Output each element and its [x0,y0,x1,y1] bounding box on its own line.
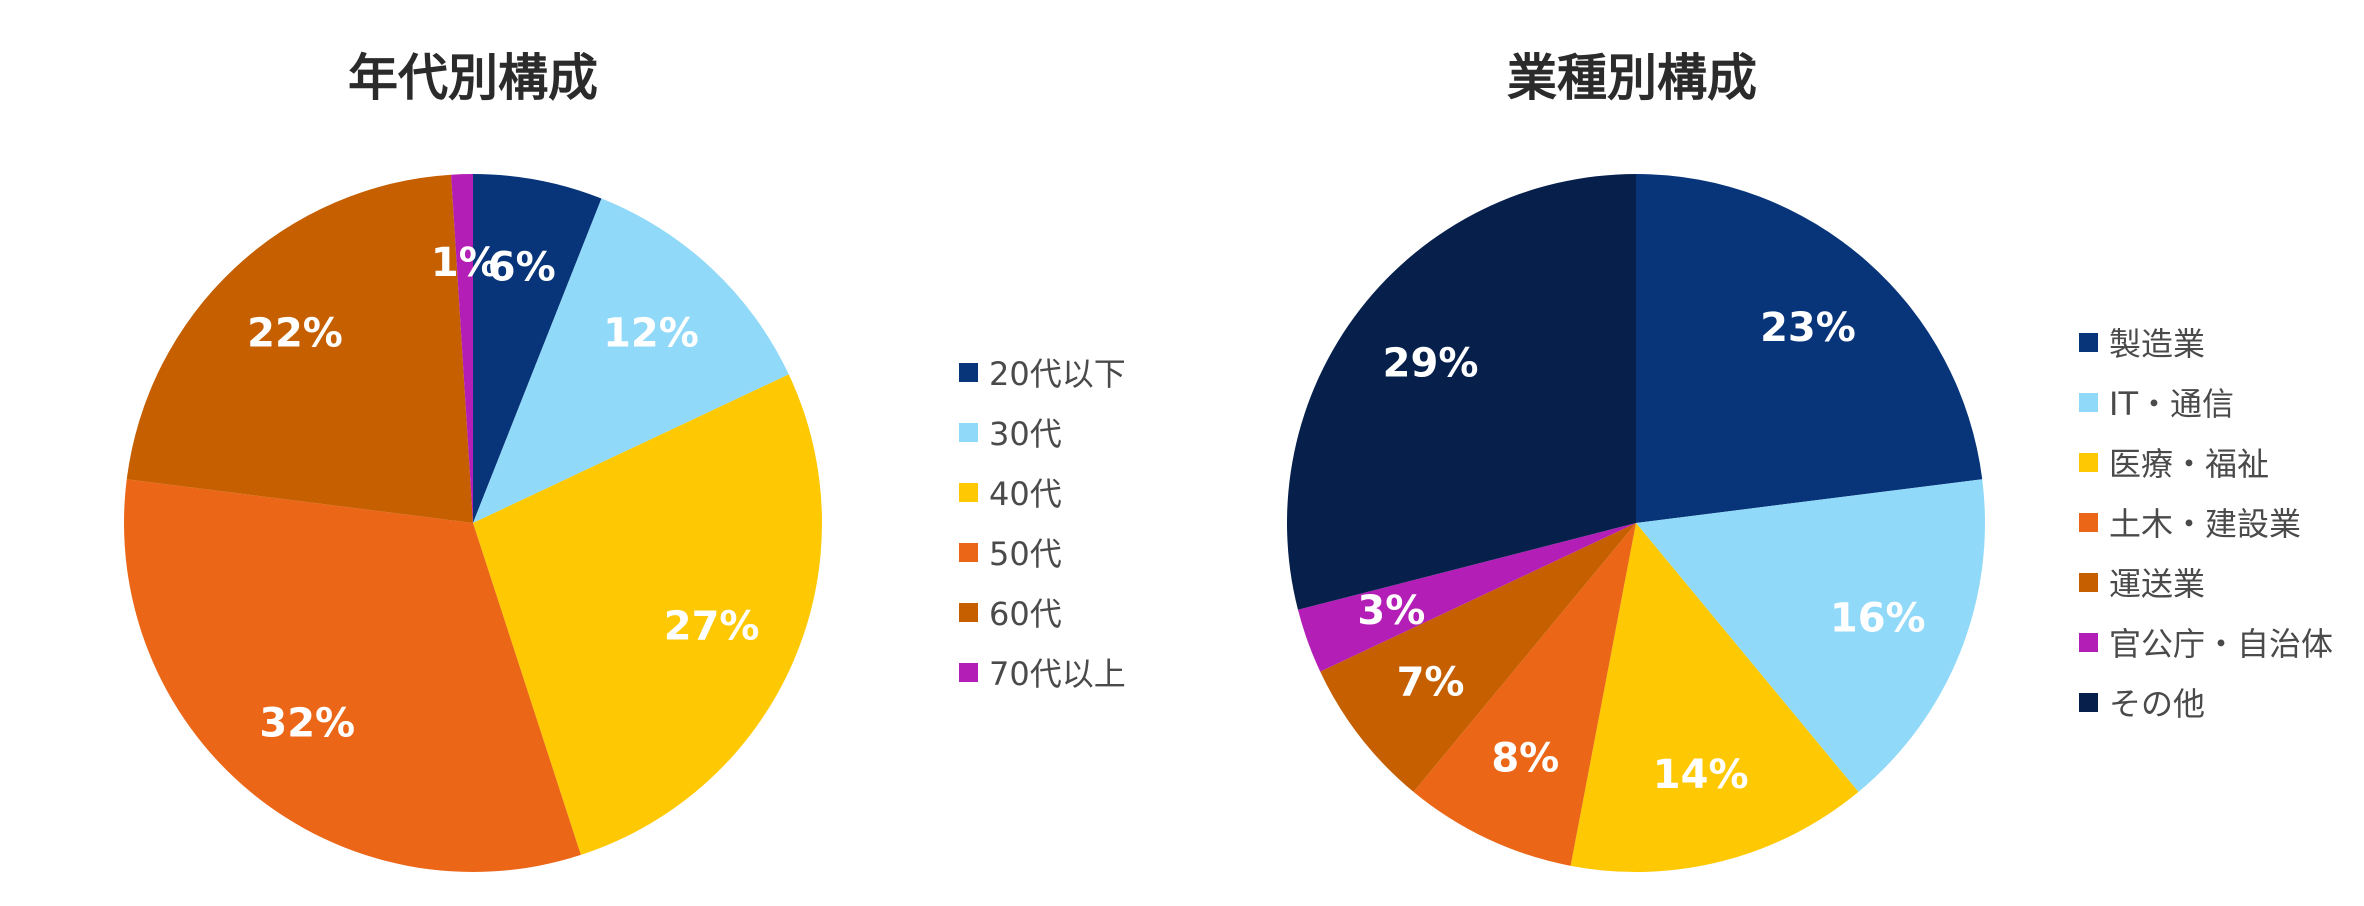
age-slice-label-1: 6% [488,245,556,291]
industry-legend-swatch [2079,632,2098,652]
age-slice-5 [126,174,474,524]
age-legend-swatch [959,482,978,502]
age-legend-item: 60代 [959,582,1126,642]
age-legend-label: 20代以下 [989,355,1126,393]
industry-slice-label-2: 16% [1830,596,1926,642]
age-legend-label: 40代 [989,475,1062,513]
industry-slice-label-3: 14% [1653,752,1749,798]
industry-legend-swatch [2079,692,2098,712]
industry-legend-item: 官公庁・自治体 [2079,612,2333,672]
industry-legend-swatch [2079,572,2098,592]
industry-legend-swatch [2079,512,2098,532]
industry-legend-label: IT・通信 [2109,385,2234,423]
industry-slice-3 [1570,523,1859,872]
age-slice-6 [451,174,473,523]
industry-slice-label-1: 23% [1760,305,1856,351]
industry-legend-item: IT・通信 [2079,372,2333,432]
industry-slice-label-5: 7% [1397,659,1465,705]
age-legend-item: 20代以下 [959,342,1126,402]
age-legend-item: 40代 [959,462,1126,522]
industry-legend: 製造業 IT・通信医療・福祉土木・建設業 運送業官公庁・自治体 その他 [2079,312,2333,732]
industry-chart-panel: 業種別構成 23% 16% 14% 8% 7% 3% 29% 製造業 IT・通信医療・福祉土木… [1180,0,2364,906]
industry-slice-label-7: 29% [1383,341,1479,387]
age-legend-label: 30代 [989,415,1062,453]
age-legend-label: 50代 [989,535,1062,573]
industry-legend-label: 土木・建設業 [2109,505,2302,543]
age-slice-label-6: 1% [431,240,499,286]
age-legend-swatch [959,602,978,622]
industry-legend-label: 運送業 [2109,565,2206,603]
age-slice-1 [473,174,602,523]
age-legend-swatch [959,422,978,442]
industry-legend-label: 製造業 [2109,325,2206,363]
industry-slice-label-4: 8% [1491,735,1559,781]
industry-pie-chart: 23% 16% 14% 8% 7% 3% 29% [1287,174,1985,872]
age-slice-4 [124,479,581,872]
age-legend-item: 30代 [959,402,1126,462]
age-legend-swatch [959,362,978,382]
industry-slice-4 [1413,523,1636,866]
industry-slice-5 [1320,523,1636,792]
age-slice-3 [473,374,822,855]
age-slice-label-5: 22% [247,310,343,356]
age-legend-item: 50代 [959,522,1126,582]
industry-slice-label-6: 3% [1357,588,1425,634]
industry-legend-swatch [2079,332,2098,352]
industry-legend-label: その他 [2109,685,2206,723]
age-legend-label: 70代以上 [989,655,1126,693]
age-legend: 20代以下 30代 40代 50代 60代 70代以上 [959,342,1126,702]
industry-legend-swatch [2079,392,2098,412]
industry-legend-item: 土木・建設業 [2079,492,2333,552]
age-legend-item: 70代以上 [959,642,1126,702]
industry-legend-swatch [2079,452,2098,472]
age-slice-2 [473,198,789,524]
industry-legend-item: 医療・福祉 [2079,432,2333,492]
industry-legend-label: 官公庁・自治体 [2109,625,2334,663]
industry-slice-6 [1297,523,1636,672]
age-slice-label-2: 12% [603,310,699,356]
age-slice-label-3: 27% [664,603,760,649]
industry-legend-item: その他 [2079,672,2333,732]
industry-legend-item: 運送業 [2079,552,2333,612]
industry-legend-label: 医療・福祉 [2109,445,2270,483]
age-legend-swatch [959,662,978,682]
age-pie-chart: 6% 12% 27% 32% 22% 1% [124,174,822,872]
industry-slice-7 [1287,174,1636,610]
age-chart-title: 年代別構成 [348,49,598,107]
age-chart-panel: 年代別構成 6% 12% 27% 32% 22% 1% 20代以下 30代 40代 50代 60代… [0,0,1180,906]
age-legend-swatch [959,542,978,562]
age-legend-label: 60代 [989,595,1062,633]
industry-slice-2 [1636,479,1985,792]
industry-slice-1 [1636,174,1983,523]
industry-legend-item: 製造業 [2079,312,2333,372]
industry-chart-title: 業種別構成 [1507,49,1757,107]
age-slice-label-4: 32% [259,700,355,746]
